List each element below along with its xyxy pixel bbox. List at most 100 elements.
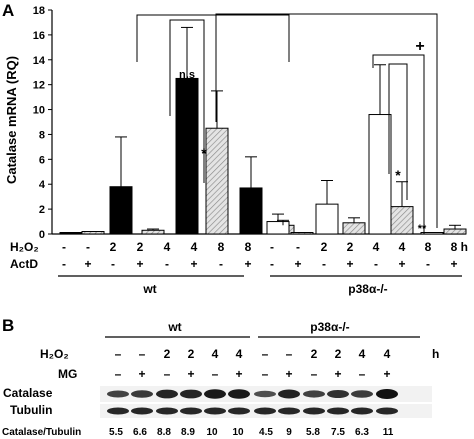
bar	[141, 229, 165, 235]
mg-value: +	[334, 367, 341, 381]
h2o2-value: -	[62, 240, 66, 254]
actd-value: -	[322, 257, 326, 271]
h2o2-value-b: 4	[359, 347, 366, 361]
ratio-value: 8.8	[157, 427, 171, 438]
actd-row-label: ActD	[10, 257, 38, 271]
catalase-band	[180, 389, 202, 399]
h2o2-value-b: –	[286, 347, 293, 361]
ratio-value: 5.8	[306, 427, 320, 438]
ratio-value: 4.5	[259, 427, 273, 438]
h2o2-value: 8	[451, 240, 458, 254]
hour-unit-a: h	[461, 240, 468, 254]
wt-group-label-b: wt	[167, 320, 181, 334]
h2o2-value: -	[86, 240, 90, 254]
bar	[59, 232, 83, 235]
sig-double-star-ko: **	[418, 223, 427, 235]
actd-value: -	[165, 257, 169, 271]
mg-value: –	[164, 367, 171, 381]
mg-value: +	[187, 367, 194, 381]
tubulin-row-label: Tubulin	[10, 403, 52, 417]
mg-value: –	[212, 367, 219, 381]
actd-value: +	[84, 257, 91, 271]
y-ticks: 0 2 4 6 8 10 12 14 16 18	[33, 5, 52, 241]
mg-value: –	[359, 367, 366, 381]
bar	[109, 186, 133, 235]
h2o2-value: -	[270, 240, 274, 254]
catalase-band	[254, 390, 276, 398]
h2o2-value: 4	[191, 240, 198, 254]
tubulin-band	[278, 407, 300, 415]
ratio-value: 9	[286, 427, 292, 438]
h2o2-row-label-b: H₂O₂	[40, 347, 69, 361]
tubulin-band	[156, 407, 178, 415]
h2o2-value: 8	[245, 240, 252, 254]
mg-value: –	[311, 367, 318, 381]
tubulin-band	[303, 407, 325, 415]
actd-value: +	[294, 257, 301, 271]
actd-value: -	[62, 257, 66, 271]
sig-plus-label: +	[415, 38, 424, 55]
actd-value: +	[346, 257, 353, 271]
bar	[81, 231, 105, 235]
h2o2-value-b: –	[115, 347, 122, 361]
catalase-band	[303, 390, 325, 398]
mg-value: –	[115, 367, 122, 381]
catalase-band	[204, 389, 226, 399]
h2o2-value: 2	[137, 240, 144, 254]
bar	[205, 127, 229, 235]
tubulin-band	[351, 407, 373, 415]
actd-value: -	[270, 257, 274, 271]
h2o2-value-b: 2	[188, 347, 195, 361]
h2o2-value-b: –	[262, 347, 269, 361]
ratio-value: 6.3	[355, 427, 369, 438]
mg-value: +	[138, 367, 145, 381]
catalase-band	[376, 389, 398, 399]
catalase-band	[351, 390, 373, 398]
mg-values: – + – + – + – + – + – +	[115, 367, 391, 381]
ratio-value: 10	[232, 427, 244, 438]
bracket-ko-inner	[388, 63, 408, 200]
y-tick-label: 4	[39, 179, 46, 191]
catalase-band	[278, 389, 300, 399]
ratio-row-label: Catalase/Tubulin	[2, 427, 81, 438]
bar	[390, 206, 414, 235]
h2o2-values-b: – – 2 2 4 4 – – 2 2 4 4	[115, 347, 391, 361]
catalase-band	[327, 389, 349, 399]
tubulin-band	[180, 407, 202, 415]
bar	[315, 203, 339, 235]
y-tick-label: 12	[33, 80, 45, 92]
h2o2-value: -	[296, 240, 300, 254]
bar	[175, 77, 199, 235]
actd-value: +	[136, 257, 143, 271]
h2o2-value-b: 4	[384, 347, 391, 361]
mg-value: +	[285, 367, 292, 381]
h2o2-value: 8	[218, 240, 225, 254]
ratio-values: 5.5 6.6 8.8 8.9 10 10 4.5 9 5.8 7.5 6.3 11	[109, 427, 394, 438]
bracket-wt-outer	[136, 14, 290, 62]
actd-values: - + - + - + - + - + - + - + - +	[62, 257, 458, 271]
mg-value: +	[383, 367, 390, 381]
actd-value: -	[111, 257, 115, 271]
ratio-value: 5.5	[109, 427, 123, 438]
y-tick-label: 10	[33, 105, 45, 117]
tubulin-bands	[107, 407, 398, 415]
bars	[59, 77, 467, 235]
h2o2-values-a: - - 2 2 4 4 8 8 - - 2 2 4 4 8 8	[62, 240, 458, 254]
h2o2-value-b: 2	[164, 347, 171, 361]
ratio-value: 10	[206, 427, 218, 438]
panel-a-label: A	[2, 1, 14, 20]
ratio-value: 6.6	[133, 427, 147, 438]
hour-unit-b: h	[432, 347, 439, 361]
bracket-wt-inner	[169, 19, 205, 183]
bar	[443, 228, 467, 235]
y-tick-label: 0	[39, 229, 45, 241]
actd-value: -	[374, 257, 378, 271]
bracket-wt-ko	[215, 13, 438, 228]
y-tick-label: 16	[33, 30, 45, 42]
h2o2-value: 4	[373, 240, 380, 254]
mg-row-label: MG	[58, 367, 77, 381]
bar	[290, 232, 314, 235]
ko-group-label-b: p38α-/-	[310, 320, 349, 334]
ratio-value: 8.9	[181, 427, 195, 438]
h2o2-value-b: 2	[335, 347, 342, 361]
